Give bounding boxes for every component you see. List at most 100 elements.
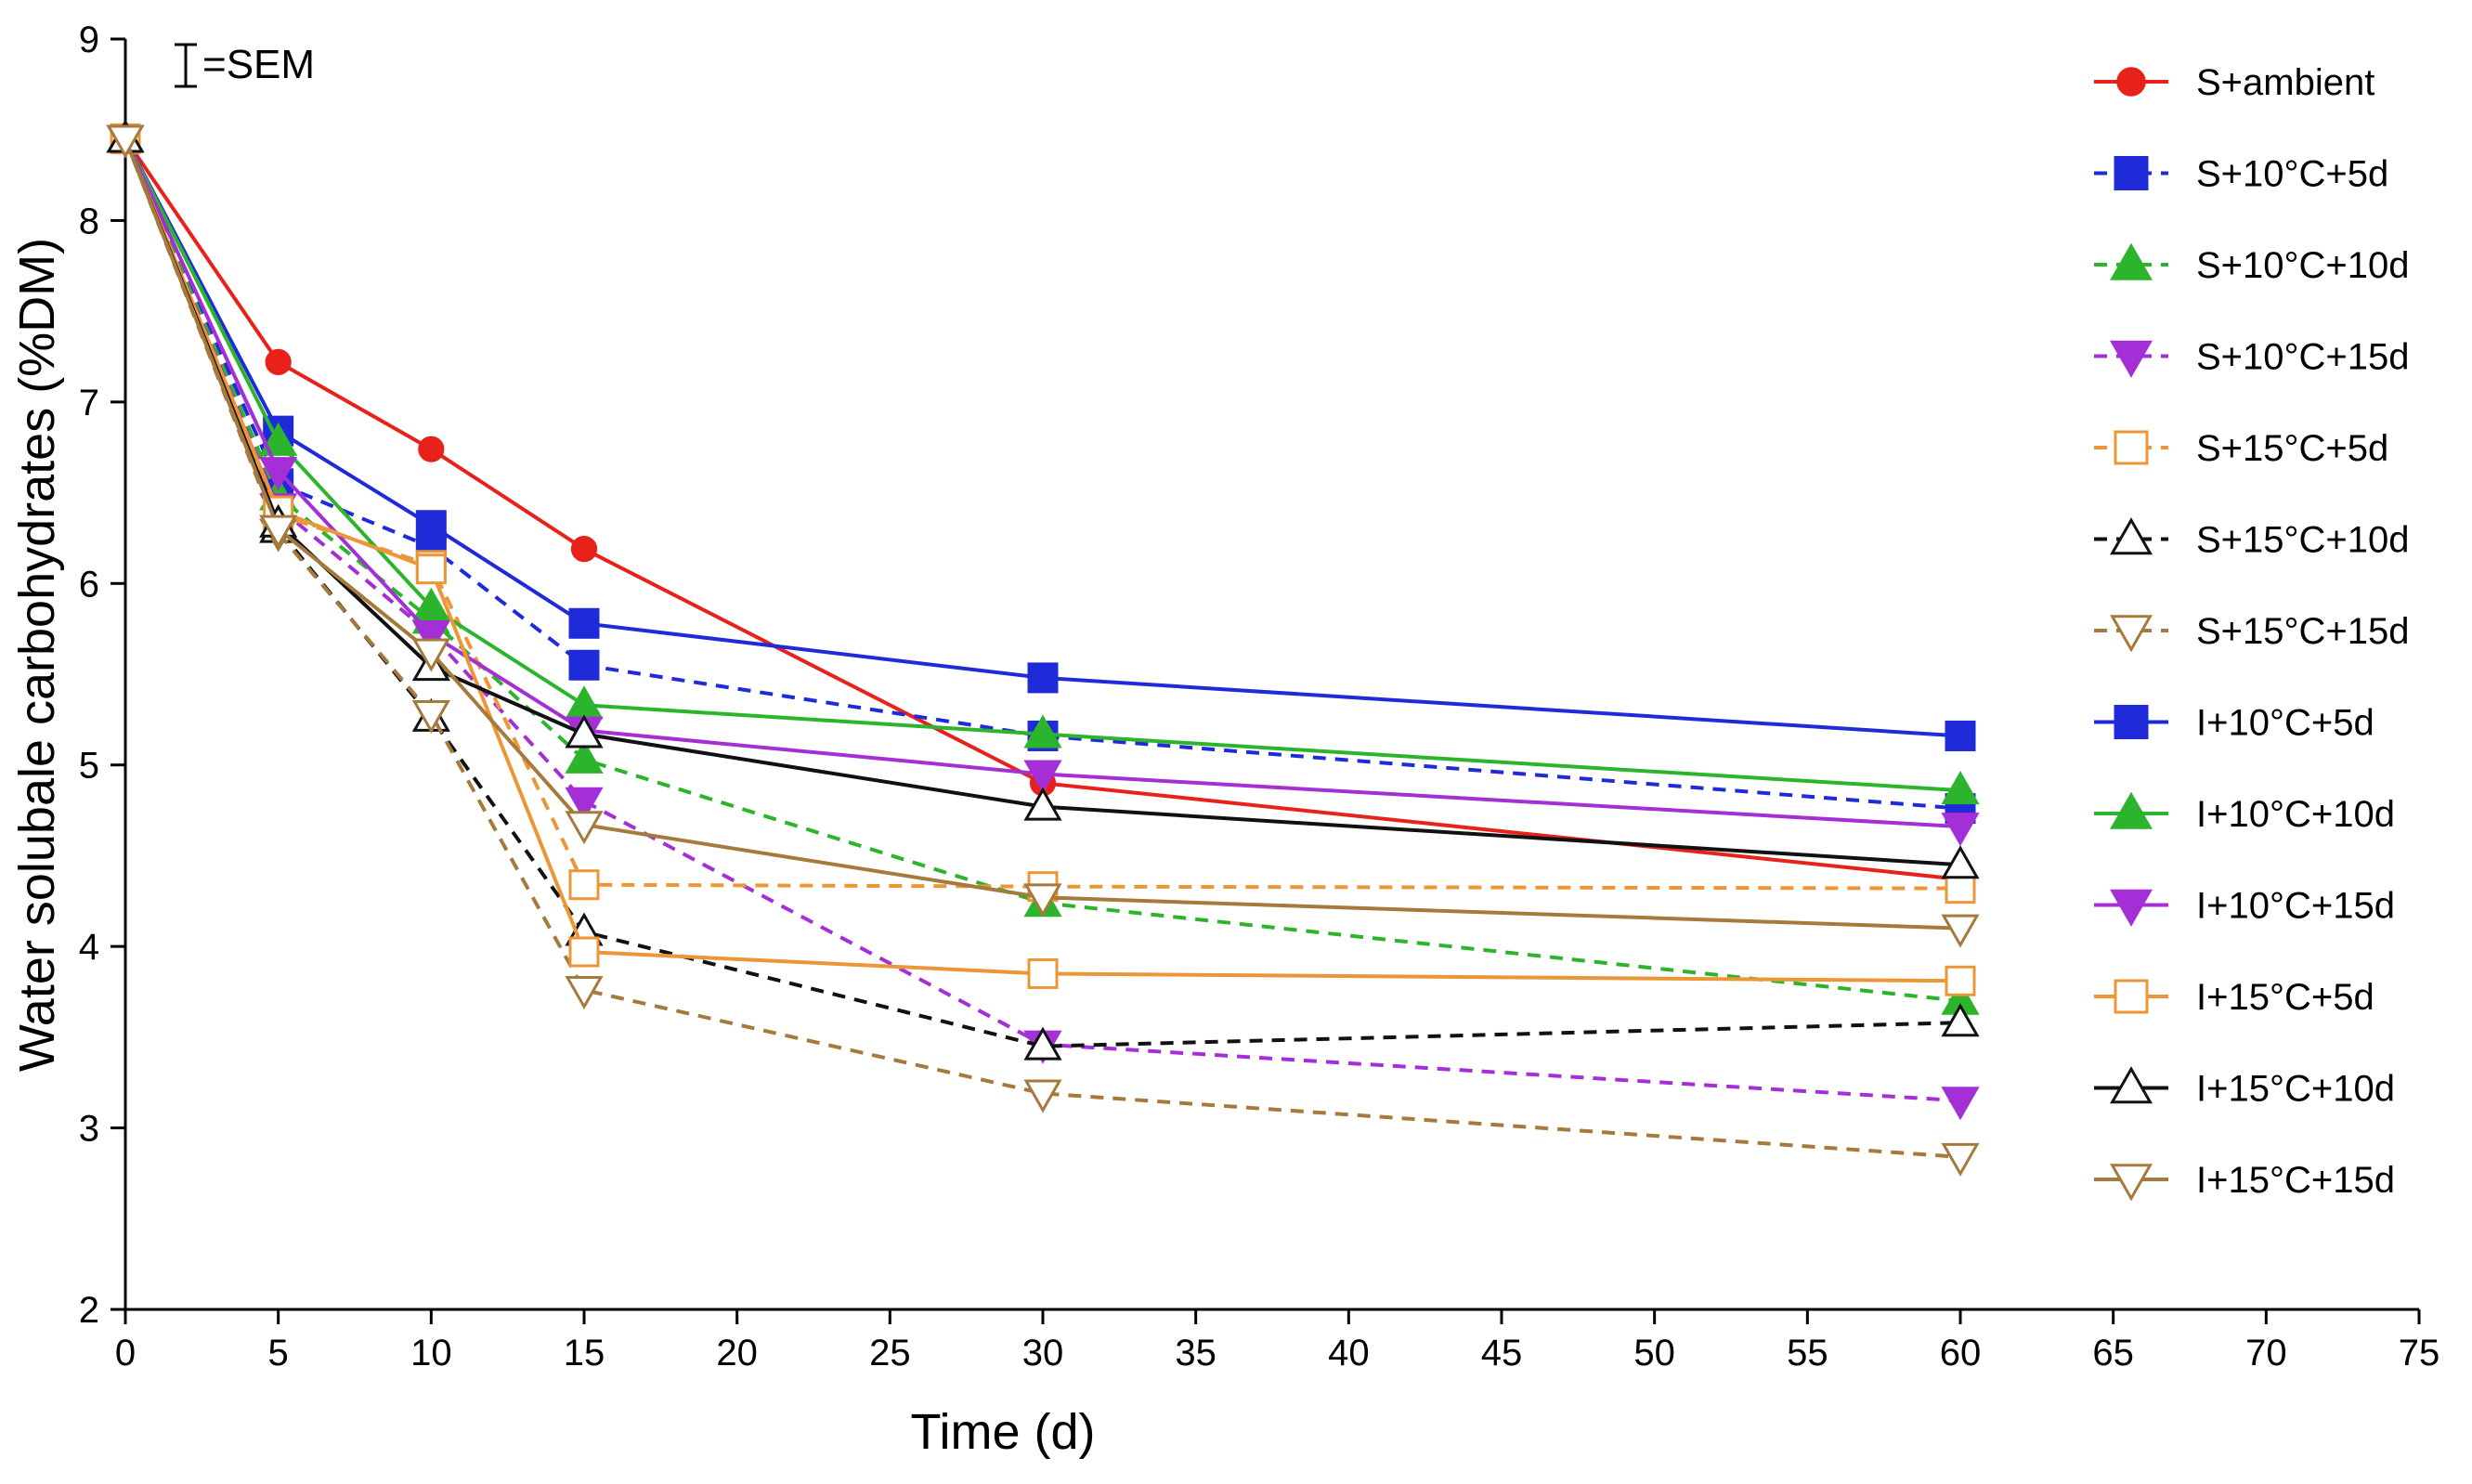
legend-label: S+ambient bbox=[2196, 62, 2374, 103]
data-point bbox=[1945, 720, 1976, 751]
y-tick-label: 8 bbox=[79, 201, 99, 241]
legend-marker bbox=[2110, 889, 2153, 927]
x-tick-label: 50 bbox=[1633, 1333, 1675, 1373]
x-tick-label: 40 bbox=[1328, 1333, 1370, 1373]
legend-label: S+15°C+15d bbox=[2196, 611, 2410, 652]
data-point bbox=[565, 739, 604, 774]
legend-entry: S+ambient bbox=[2094, 62, 2374, 103]
series-line bbox=[124, 137, 1961, 983]
legend-label: S+10°C+15d bbox=[2196, 337, 2410, 378]
legend-label: S+15°C+5d bbox=[2196, 428, 2388, 469]
data-point bbox=[568, 869, 600, 901]
data-point bbox=[570, 536, 598, 563]
series-line bbox=[124, 137, 1961, 881]
legend-marker bbox=[2110, 242, 2153, 280]
x-tick-label: 10 bbox=[410, 1333, 452, 1373]
y-tick-label: 3 bbox=[79, 1109, 99, 1150]
y-tick-label: 9 bbox=[79, 20, 99, 60]
legend-marker bbox=[2114, 156, 2149, 190]
legend-marker bbox=[2114, 979, 2149, 1014]
data-point bbox=[1023, 883, 1062, 918]
data-point bbox=[568, 936, 600, 968]
data-point bbox=[568, 649, 600, 681]
legend-marker bbox=[2110, 1066, 2153, 1104]
legend-entry: S+15°C+10d bbox=[2094, 517, 2410, 561]
x-tick-label: 20 bbox=[716, 1333, 758, 1373]
data-point bbox=[411, 638, 450, 672]
legend-marker bbox=[2110, 1164, 2153, 1202]
series-line bbox=[124, 137, 1961, 931]
data-point bbox=[1945, 873, 1976, 905]
data-point bbox=[265, 348, 292, 375]
y-tick-label: 2 bbox=[79, 1290, 99, 1331]
series-7 bbox=[110, 123, 1976, 751]
series-line bbox=[124, 137, 1961, 1103]
legend-marker bbox=[2110, 791, 2153, 829]
data-point bbox=[411, 620, 450, 655]
x-tick-label: 65 bbox=[2092, 1333, 2134, 1373]
legend-marker bbox=[2116, 67, 2146, 97]
data-point bbox=[411, 587, 450, 621]
series-12 bbox=[106, 124, 1980, 948]
data-point bbox=[1027, 662, 1059, 694]
data-point bbox=[565, 811, 604, 845]
data-point bbox=[1023, 760, 1062, 794]
x-tick-label: 15 bbox=[564, 1333, 605, 1373]
series-line bbox=[124, 137, 1961, 738]
y-axis-title: Water solubale carbohydrates (%DM) bbox=[9, 238, 65, 1072]
legend-entry: I+15°C+10d bbox=[2094, 1066, 2395, 1110]
series-line bbox=[124, 137, 1961, 1003]
data-point bbox=[1941, 771, 1980, 805]
sem-key: =SEM bbox=[175, 42, 315, 88]
legend-entry: S+15°C+15d bbox=[2094, 611, 2410, 653]
data-point bbox=[1023, 1026, 1062, 1061]
data-point bbox=[1023, 787, 1062, 821]
series-layer bbox=[106, 119, 1980, 1177]
data-point bbox=[1941, 813, 1980, 847]
data-point bbox=[1941, 1003, 1980, 1037]
legend-label: S+10°C+5d bbox=[2196, 154, 2388, 195]
data-point bbox=[259, 457, 298, 491]
data-point bbox=[259, 514, 298, 549]
x-tick-label: 0 bbox=[115, 1333, 136, 1373]
legend-entry: I+15°C+15d bbox=[2094, 1160, 2395, 1202]
data-point bbox=[1023, 1079, 1062, 1113]
data-point bbox=[1941, 914, 1980, 948]
data-point bbox=[565, 976, 604, 1010]
y-tick-label: 7 bbox=[79, 383, 99, 423]
x-tick-label: 75 bbox=[2399, 1333, 2440, 1373]
series-line bbox=[124, 137, 1961, 793]
x-axis-title: Time (d) bbox=[911, 1404, 1096, 1460]
legend-marker bbox=[2114, 705, 2149, 739]
legend-label: I+10°C+10d bbox=[2196, 794, 2395, 835]
data-point bbox=[415, 510, 447, 541]
legend-entry: S+10°C+10d bbox=[2094, 242, 2410, 286]
x-tick-label: 25 bbox=[869, 1333, 911, 1373]
legend-entry: S+10°C+15d bbox=[2094, 337, 2410, 378]
data-point bbox=[259, 422, 298, 456]
legend-label: S+10°C+10d bbox=[2196, 245, 2410, 286]
series-line bbox=[124, 137, 1961, 829]
legend-entry: I+10°C+15d bbox=[2094, 886, 2395, 927]
data-point bbox=[568, 607, 600, 639]
data-point bbox=[1027, 957, 1059, 989]
x-tick-label: 55 bbox=[1787, 1333, 1828, 1373]
x-tick-label: 5 bbox=[268, 1333, 289, 1373]
legend-label: I+15°C+5d bbox=[2196, 977, 2374, 1018]
legend-label: I+10°C+15d bbox=[2196, 886, 2395, 927]
legend-entry: I+10°C+10d bbox=[2094, 791, 2395, 835]
x-tick-label: 60 bbox=[1940, 1333, 1982, 1373]
data-point bbox=[411, 699, 450, 735]
legend-marker bbox=[2110, 340, 2153, 378]
y-tick-label: 6 bbox=[79, 564, 99, 605]
x-tick-label: 35 bbox=[1175, 1333, 1216, 1373]
series-line bbox=[124, 137, 1961, 811]
legend-label: I+15°C+15d bbox=[2196, 1160, 2395, 1201]
data-point bbox=[1941, 1087, 1980, 1121]
legend: S+ambient S+10°C+5d S+10°C+10d S+10°C+15d S+… bbox=[2094, 62, 2410, 1202]
legend-label: I+10°C+5d bbox=[2196, 703, 2374, 744]
legend-entry: I+15°C+5d bbox=[2094, 977, 2374, 1018]
sem-note: =SEM bbox=[202, 42, 315, 87]
